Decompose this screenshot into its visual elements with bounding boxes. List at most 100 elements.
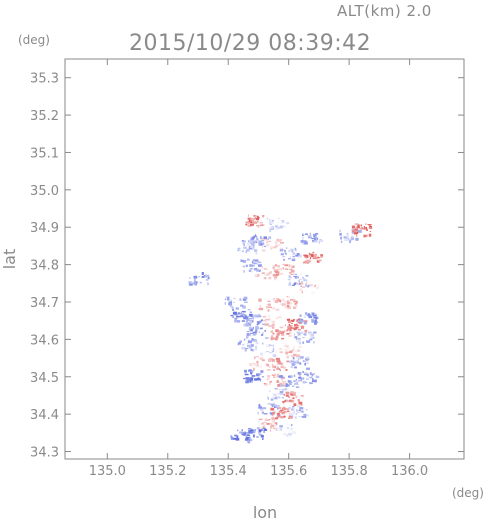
- y-tick-label: 34.8: [30, 259, 59, 274]
- echo-pixel: [304, 361, 307, 363]
- echo-pixel: [250, 218, 255, 221]
- echo-pixel: [277, 271, 280, 274]
- echo-pixel: [309, 257, 311, 260]
- echo-pixel: [294, 302, 297, 306]
- echo-pixel: [254, 259, 259, 262]
- echo-pixel: [264, 238, 267, 241]
- echo-pixel: [243, 377, 246, 380]
- echo-pixel: [356, 234, 358, 237]
- echo-pixel: [250, 372, 253, 375]
- y-tick-label: 34.7: [30, 296, 59, 311]
- echo-pixel: [357, 225, 360, 229]
- echo-pixel: [262, 316, 266, 318]
- echo-pixel: [293, 282, 297, 285]
- echo-pixel: [306, 285, 310, 288]
- echo-pixel: [295, 300, 298, 304]
- echo-pixel: [232, 311, 237, 315]
- echo-pixel: [313, 331, 317, 334]
- echo-pixel: [286, 296, 288, 298]
- echo-pixel: [277, 264, 281, 268]
- echo-pixel: [267, 375, 271, 378]
- echo-pixel: [284, 423, 289, 426]
- echo-pixel: [278, 410, 283, 413]
- echo-pixel: [257, 364, 259, 366]
- echo-pixel: [273, 300, 275, 302]
- echo-pixel: [281, 337, 285, 340]
- echo-pixel: [280, 382, 282, 386]
- echo-pixel: [292, 256, 295, 258]
- echo-pixel: [284, 344, 287, 347]
- echo-pixel: [285, 408, 290, 410]
- echo-pixel: [284, 324, 286, 326]
- echo-pixel: [292, 394, 296, 396]
- echo-pixel: [299, 374, 301, 377]
- echo-pixel: [247, 440, 251, 444]
- echo-pixel: [263, 413, 268, 415]
- echo-pixel: [280, 242, 284, 244]
- echo-pixel: [252, 333, 256, 336]
- echo-pixel: [351, 229, 356, 233]
- echo-pixel: [366, 234, 368, 237]
- echo-cell: [260, 342, 277, 358]
- echo-pixel: [285, 399, 288, 401]
- echo-pixel: [261, 411, 264, 414]
- echo-pixel: [264, 364, 267, 367]
- echo-pixel: [273, 265, 277, 267]
- echo-pixel: [271, 414, 274, 417]
- echo-pixel: [273, 426, 275, 430]
- x-unit-label: (deg): [452, 486, 484, 500]
- echo-pixel: [272, 266, 275, 270]
- echo-pixel: [257, 419, 259, 423]
- echo-pixel: [303, 261, 307, 264]
- echo-pixel: [270, 352, 272, 355]
- echo-pixel: [286, 360, 290, 363]
- echo-pixel: [237, 342, 241, 345]
- echo-pixel: [265, 345, 268, 348]
- echo-pixel: [253, 262, 257, 265]
- echo-pixel: [280, 393, 284, 396]
- echo-cell: [230, 429, 254, 444]
- echo-pixel: [268, 240, 271, 242]
- echo-pixel: [296, 409, 298, 412]
- echo-pixel: [266, 273, 271, 276]
- echo-pixel: [339, 229, 342, 233]
- echo-pixel: [248, 363, 253, 366]
- echo-pixel: [288, 275, 292, 279]
- echo-pixel: [288, 320, 292, 323]
- echo-pixel: [288, 382, 292, 385]
- echo-pixel: [260, 352, 263, 356]
- echo-pixel: [251, 264, 255, 267]
- echo-pixel: [346, 236, 349, 238]
- echo-pixel: [265, 337, 269, 339]
- echo-pixel: [275, 317, 278, 319]
- echo-pixel: [278, 268, 282, 271]
- echo-cell: [278, 374, 302, 388]
- echo-pixel: [259, 222, 263, 224]
- echo-pixel: [299, 314, 302, 317]
- echo-pixel: [340, 240, 343, 243]
- echo-pixel: [257, 267, 259, 269]
- echo-pixel: [237, 248, 240, 252]
- echo-pixel: [345, 236, 349, 239]
- echo-pixel: [314, 284, 316, 288]
- echo-pixel: [281, 379, 283, 382]
- echo-pixel: [359, 227, 361, 230]
- echo-pixel: [259, 408, 264, 411]
- echo-pixel: [268, 314, 271, 318]
- echo-cell: [279, 296, 298, 310]
- echo-pixel: [258, 418, 263, 421]
- echo-pixel: [259, 269, 262, 271]
- echo-pixel: [317, 257, 320, 259]
- echo-pixel: [254, 356, 256, 359]
- echo-pixel: [229, 301, 233, 304]
- echo-pixel: [255, 357, 259, 360]
- echo-pixel: [290, 353, 292, 357]
- echo-pixel: [250, 348, 254, 351]
- echo-pixel: [309, 338, 313, 341]
- echo-pixel: [292, 327, 296, 330]
- echo-pixel: [307, 284, 311, 287]
- echo-pixel: [194, 279, 196, 281]
- echo-pixel: [268, 272, 272, 274]
- echo-pixel: [312, 282, 315, 286]
- echo-pixel: [262, 425, 265, 428]
